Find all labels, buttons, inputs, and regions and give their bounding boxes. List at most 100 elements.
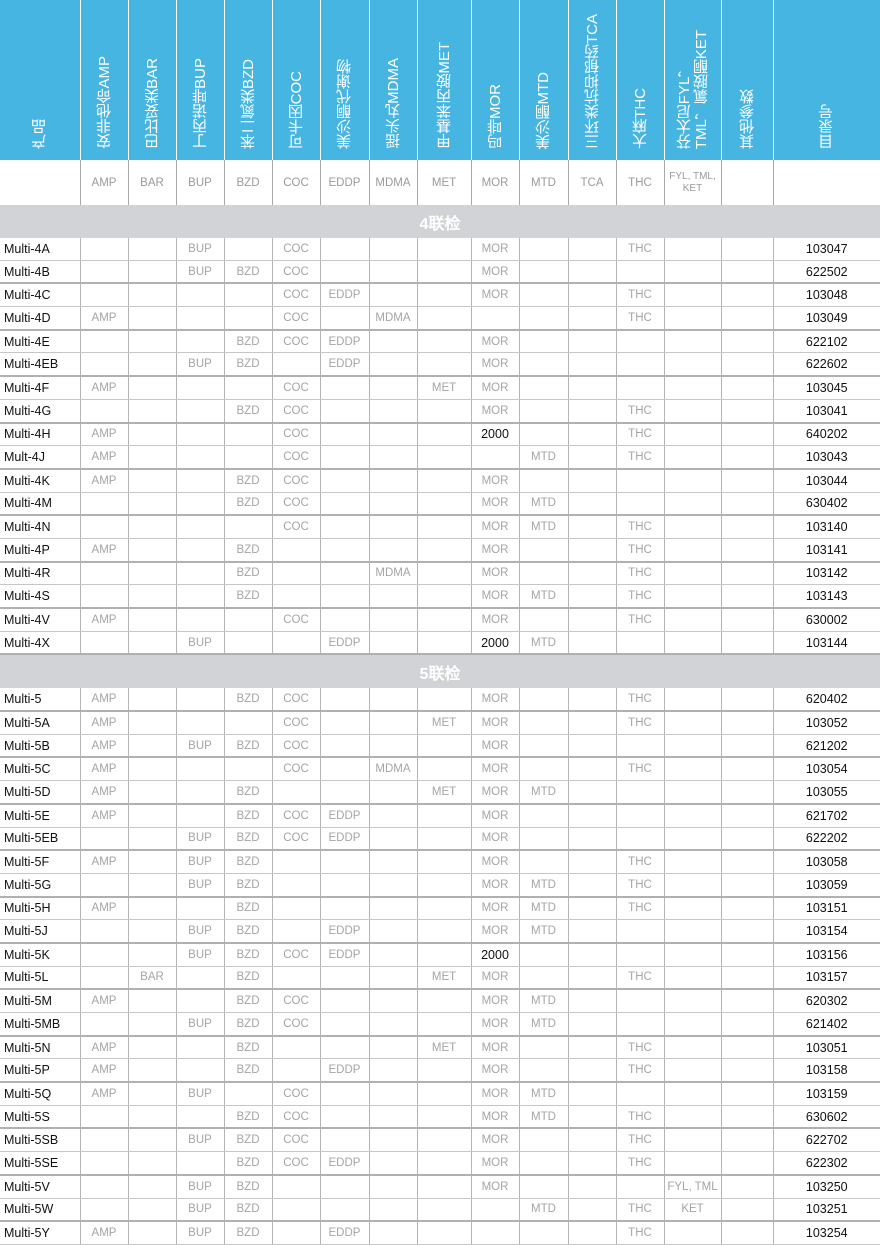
table-row: Multi-5 AMP BZD COC MOR THC 620402 (0, 688, 880, 713)
marker-cell: COC (272, 283, 321, 308)
marker-cell (272, 538, 321, 563)
marker-cell (128, 757, 177, 782)
product-name: Multi-4M (0, 492, 81, 517)
table-row: Multi-4EB BUP BZD EDDP MOR 622602 (0, 352, 880, 378)
marker-cell (417, 538, 472, 563)
marker-cell: THC (616, 399, 665, 424)
marker-cell (417, 942, 472, 967)
marker-cell (272, 1035, 321, 1060)
marker-cell: THC (616, 1151, 665, 1176)
marker-cell (664, 352, 722, 378)
marker-cell: THC (616, 1221, 665, 1245)
marker-cell (664, 445, 722, 470)
marker-cell (664, 608, 722, 632)
marker-cell: MOR (471, 966, 520, 991)
product-name: Multi-5B (0, 734, 81, 759)
catalog-number: 622702 (773, 1128, 880, 1153)
marker-cell (176, 468, 225, 493)
table-row: Multi-5M AMP BZD COC MOR MTD 620302 (0, 989, 880, 1014)
marker-cell: MTD (519, 780, 569, 805)
header-column-label: 芬太尼FYL， TML，氯胺酮KET (676, 26, 710, 155)
marker-cell: AMP (80, 538, 129, 563)
marker-cell (721, 1082, 774, 1106)
marker-cell: BZD (224, 538, 273, 563)
marker-cell (417, 283, 472, 308)
marker-cell (568, 352, 617, 378)
marker-cell (568, 919, 617, 944)
code-cell: BZD (224, 160, 273, 205)
table-row: Multi-5F AMP BUP BZD MOR THC 103058 (0, 850, 880, 874)
table-row: Multi-4C COC EDDP MOR THC 103048 (0, 283, 880, 308)
marker-cell (320, 989, 370, 1014)
code-cell: BAR (128, 160, 177, 205)
marker-cell (568, 329, 617, 354)
marker-cell (369, 352, 418, 378)
marker-cell (664, 1012, 722, 1037)
marker-cell (721, 827, 774, 852)
table-row: Multi-5N AMP BZD MET MOR THC 103051 (0, 1035, 880, 1060)
marker-cell (519, 1221, 569, 1245)
marker-cell (417, 445, 472, 470)
header-column-label: 三环类抗抑郁药TCA (583, 14, 601, 149)
marker-cell: BUP (176, 1174, 225, 1199)
marker-cell (721, 1012, 774, 1037)
marker-cell (721, 896, 774, 921)
marker-cell: EDDP (320, 919, 370, 944)
marker-cell (568, 873, 617, 898)
marker-cell (128, 896, 177, 921)
marker-cell: MTD (519, 584, 569, 610)
marker-cell (369, 1082, 418, 1106)
marker-cell (320, 1174, 370, 1199)
marker-cell: MOR (471, 1012, 520, 1037)
marker-cell: COC (272, 445, 321, 470)
header-column-label: 巴比妥类BAR (143, 58, 161, 149)
marker-cell (369, 445, 418, 470)
marker-cell (664, 1058, 722, 1084)
marker-cell: COC (272, 399, 321, 424)
product-name: Multi-4H (0, 422, 81, 447)
marker-cell: MET (417, 376, 472, 400)
marker-cell (664, 584, 722, 610)
marker-cell: MOR (471, 757, 520, 782)
marker-cell (664, 283, 722, 308)
marker-cell (128, 688, 177, 713)
marker-cell (664, 803, 722, 828)
marker-cell (80, 1012, 129, 1037)
marker-cell: MOR (471, 989, 520, 1014)
marker-cell: MOR (471, 584, 520, 610)
marker-cell (369, 1128, 418, 1153)
marker-cell (664, 688, 722, 713)
marker-cell (128, 608, 177, 632)
marker-cell: THC (616, 711, 665, 735)
marker-cell: COC (272, 827, 321, 852)
marker-cell (664, 561, 722, 586)
marker-cell: AMP (80, 1035, 129, 1060)
marker-cell (128, 329, 177, 354)
product-name: Multi-4K (0, 468, 81, 493)
marker-cell: COC (272, 1105, 321, 1130)
marker-cell (320, 260, 370, 285)
marker-cell (519, 260, 569, 285)
marker-cell (224, 757, 273, 782)
marker-cell (664, 306, 722, 331)
marker-cell (519, 734, 569, 759)
product-name: Multi-5N (0, 1035, 81, 1060)
marker-cell (417, 422, 472, 447)
marker-cell: THC (616, 896, 665, 921)
marker-cell (369, 1058, 418, 1084)
marker-cell: AMP (80, 757, 129, 782)
marker-cell: THC (616, 584, 665, 610)
marker-cell (519, 1151, 569, 1176)
header-column-label: 丁丙诺啡BUP (191, 58, 209, 149)
marker-cell: MET (417, 780, 472, 805)
marker-cell: BZD (224, 492, 273, 517)
marker-cell (568, 260, 617, 285)
marker-cell: MOR (471, 608, 520, 632)
marker-cell (128, 850, 177, 874)
marker-cell (721, 1221, 774, 1245)
header-column: 巴比妥类BAR (128, 0, 177, 160)
marker-cell (664, 989, 722, 1014)
marker-cell (128, 827, 177, 852)
marker-cell (417, 584, 472, 610)
marker-cell (721, 1198, 774, 1223)
